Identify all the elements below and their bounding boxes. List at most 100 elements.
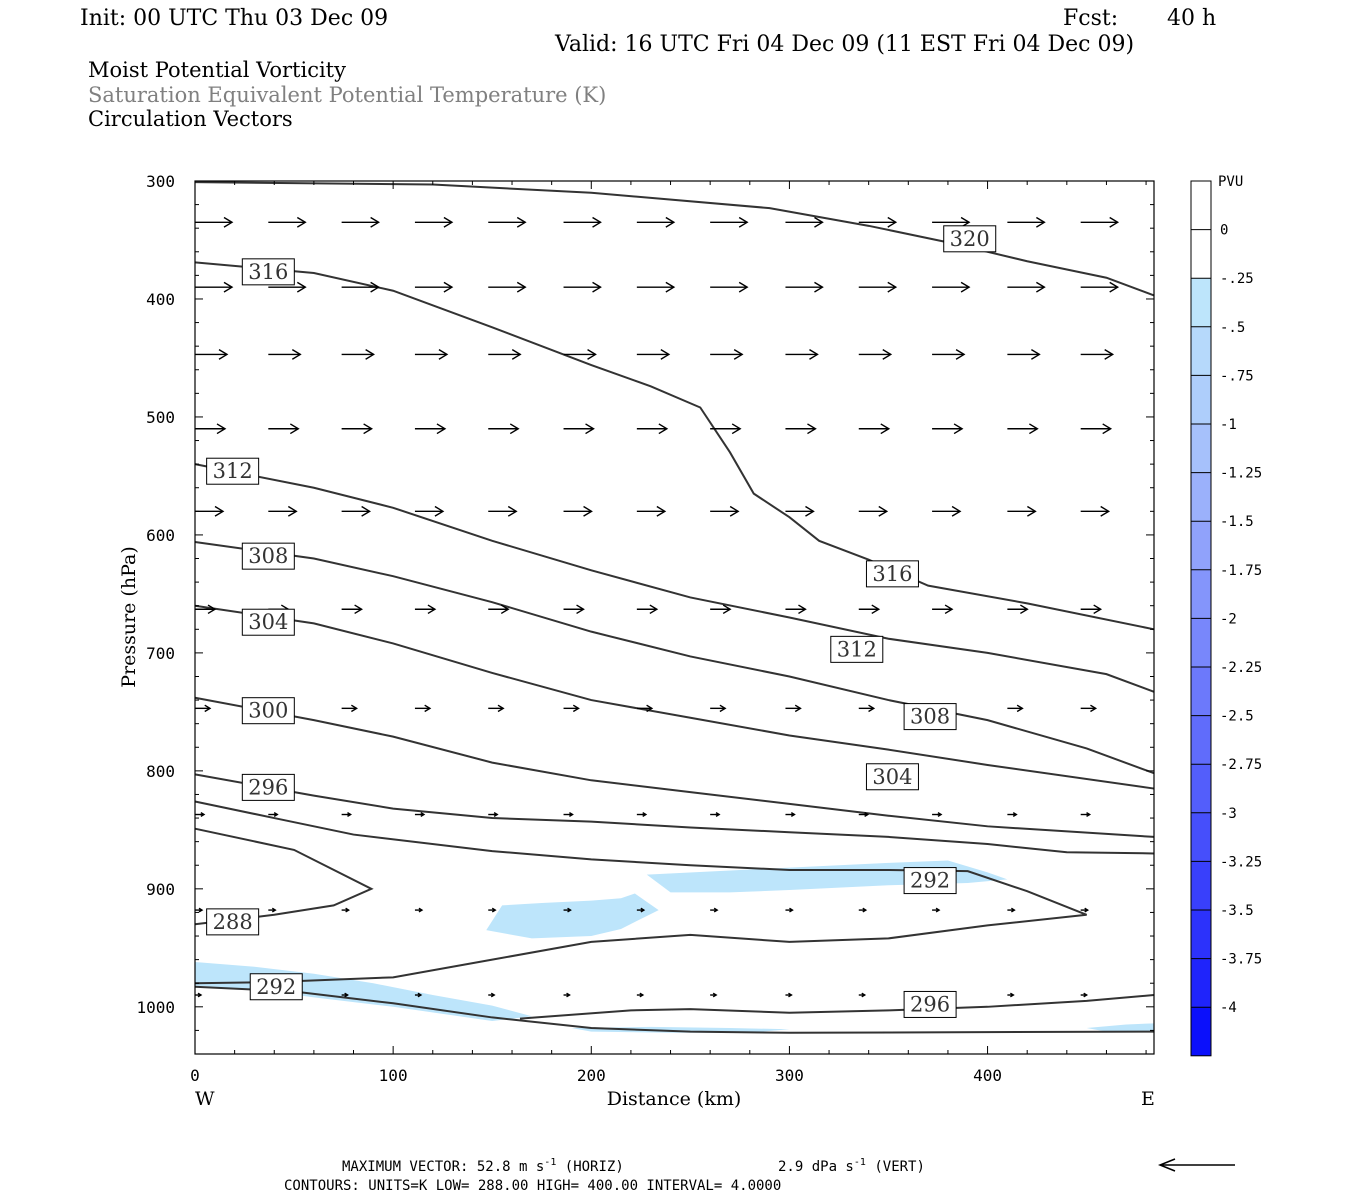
- vector-arrow: [195, 704, 212, 713]
- vector-head: [296, 216, 307, 228]
- colorbar-label: -2.75: [1220, 757, 1262, 773]
- footer-max-vector: MAXIMUM VECTOR: 52.8 m s-1 (HORIZ) 2.9 dP…: [342, 1157, 925, 1175]
- vector-head: [1109, 216, 1120, 228]
- vector-head: [798, 604, 807, 615]
- contour-label-box: [943, 225, 997, 253]
- contour-label: 300: [241, 697, 295, 725]
- vector-arrow: [785, 704, 802, 713]
- vector-head: [660, 349, 671, 360]
- vector-head: [944, 604, 954, 615]
- vector-arrow: [636, 349, 671, 360]
- vector-head: [729, 505, 740, 517]
- vector-head: [1012, 812, 1018, 818]
- vector-head: [516, 281, 527, 293]
- vector-head: [880, 423, 891, 435]
- vector-head: [370, 216, 380, 228]
- contour-label-box: [241, 697, 295, 725]
- contour-1: [194, 261, 1155, 631]
- colorbar-title: PVU: [1218, 174, 1243, 190]
- y-axis-label: Pressure (hPa): [118, 546, 140, 688]
- vector-arrow: [563, 992, 571, 998]
- x-end-label-east: E: [1141, 1088, 1155, 1110]
- vector-arrow: [268, 281, 307, 293]
- vector-arrow: [341, 704, 358, 713]
- circulation-vectors: [195, 216, 1120, 998]
- y-tick-label: 900: [146, 880, 175, 899]
- contour-9: [519, 994, 1155, 1020]
- vector-arrow: [710, 349, 744, 360]
- vector-arrow: [1007, 812, 1018, 818]
- vector-head: [344, 992, 349, 998]
- colorbar-swatch: [1191, 861, 1211, 910]
- vector-head: [794, 704, 802, 713]
- vector-arrow: [414, 423, 447, 435]
- vector-head: [585, 423, 595, 435]
- vector-head: [640, 907, 646, 913]
- contour-label: 292: [249, 973, 303, 1001]
- vector-head: [861, 992, 867, 998]
- vector-arrow: [710, 907, 719, 913]
- vector-head: [955, 349, 966, 360]
- vector-arrow: [563, 281, 602, 293]
- vector-arrow: [488, 423, 520, 435]
- x-end-label-west: W: [195, 1088, 215, 1110]
- vector-arrow: [636, 704, 654, 713]
- forecast-hours: 40 h: [1167, 6, 1216, 31]
- colorbar-swatch: [1191, 326, 1211, 376]
- vector-arrow: [1080, 349, 1115, 360]
- contour-label-text: 316: [248, 260, 288, 284]
- x-tick-label: 200: [577, 1066, 606, 1085]
- vector-arrow: [488, 604, 510, 615]
- colorbar-label: -3: [1220, 806, 1237, 822]
- vector-head: [204, 704, 212, 713]
- vector-head: [370, 281, 380, 293]
- vector-arrow: [268, 812, 279, 818]
- contour-label-box: [249, 973, 303, 1001]
- vector-arrow: [1080, 812, 1092, 818]
- contour-3: [194, 541, 1155, 775]
- vector-head: [639, 992, 645, 998]
- y-tick-label: 500: [146, 408, 175, 427]
- vector-head: [443, 216, 454, 228]
- vector-arrow: [1007, 281, 1046, 293]
- contour-10: [194, 985, 1155, 1034]
- contour-label: 312: [206, 457, 260, 485]
- vector-arrow: [268, 216, 307, 228]
- contour-7: [194, 800, 1088, 985]
- vector-arrow: [636, 423, 669, 435]
- vector-head: [516, 216, 527, 228]
- vector-arrow: [195, 423, 227, 435]
- vector-head: [719, 704, 727, 713]
- colorbar-swatch: [1191, 472, 1211, 522]
- vector-arrow: [1080, 423, 1113, 435]
- contour-5: [194, 696, 1155, 838]
- vector-arrow: [488, 992, 496, 998]
- mpv-region-4: [1086, 1023, 1154, 1032]
- vector-arrow: [858, 349, 893, 360]
- vector-head: [1084, 907, 1090, 913]
- vector-arrow: [414, 281, 454, 293]
- init-time: Init: 00 UTC Thu 03 Dec 09: [80, 6, 388, 31]
- theta-es-contours: [194, 181, 1155, 1034]
- y-tick-label: 800: [146, 762, 175, 781]
- vector-arrow: [858, 907, 868, 913]
- vector-arrow: [341, 281, 380, 293]
- vector-arrow: [858, 992, 867, 998]
- vector-head: [1102, 423, 1113, 435]
- colorbar-label: -2: [1220, 611, 1237, 627]
- vector-head: [733, 349, 744, 360]
- vector-arrow: [785, 423, 817, 435]
- vector-arrow: [932, 505, 962, 517]
- vector-arrow: [1080, 907, 1090, 913]
- x-tick-label: 300: [775, 1066, 804, 1085]
- vector-head: [417, 992, 423, 998]
- field-title-theta-es: Saturation Equivalent Potential Temperat…: [88, 83, 606, 107]
- vector-arrow: [1007, 907, 1016, 913]
- x-tick-label: 100: [379, 1066, 408, 1085]
- colorbar-label: -4: [1220, 1000, 1237, 1016]
- contour-label-text: 296: [248, 775, 288, 799]
- vector-arrow: [563, 604, 585, 615]
- colorbar-swatch: [1191, 958, 1211, 1008]
- colorbar-swatch: [1191, 910, 1211, 959]
